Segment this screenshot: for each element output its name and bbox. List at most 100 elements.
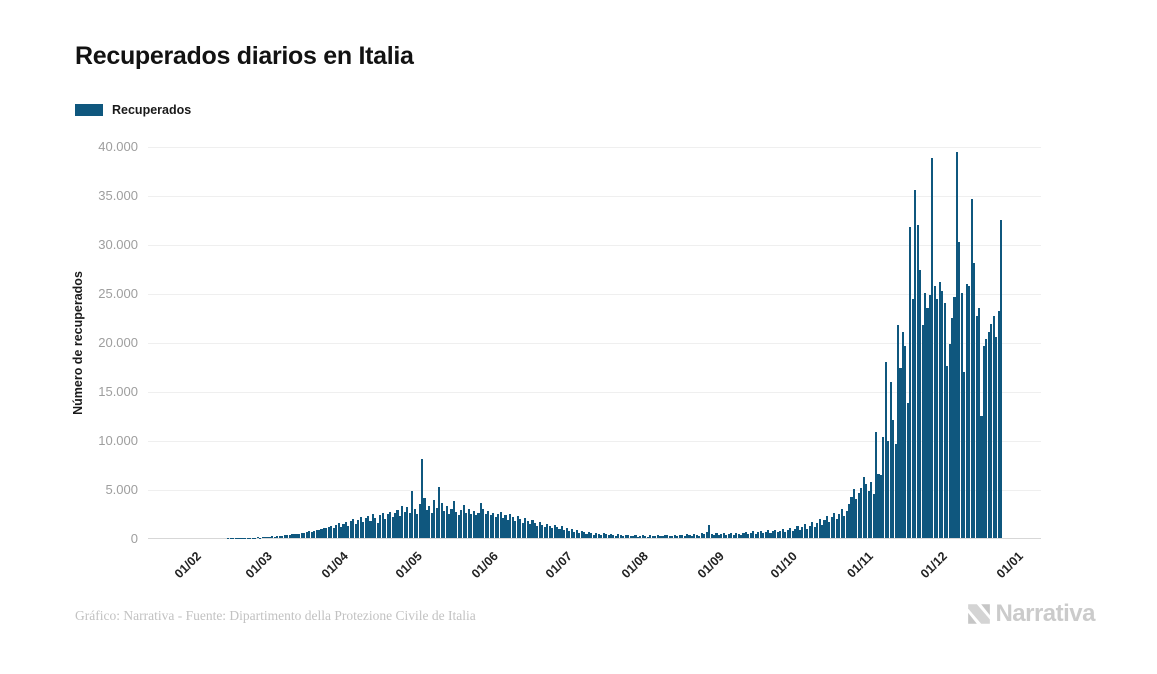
bar — [386, 514, 389, 538]
bar — [308, 531, 311, 538]
bar — [273, 536, 276, 538]
bar — [965, 284, 968, 538]
bar — [943, 302, 946, 538]
bar — [283, 535, 286, 538]
gridline — [148, 147, 1041, 148]
bar — [585, 534, 588, 538]
bar — [354, 524, 357, 538]
bar — [553, 525, 556, 538]
bar — [924, 293, 927, 538]
bar — [938, 282, 941, 538]
bar — [784, 532, 787, 538]
y-tick-label: 5.000 — [105, 482, 138, 497]
bar — [818, 519, 821, 538]
bar — [524, 518, 527, 538]
bar — [538, 522, 541, 538]
bar — [531, 520, 534, 538]
bar — [342, 524, 345, 538]
bar — [295, 534, 298, 538]
bar — [371, 513, 375, 538]
bar — [720, 534, 723, 538]
bar — [423, 497, 426, 538]
bar — [973, 262, 976, 538]
bar — [452, 500, 455, 538]
bar — [349, 521, 352, 538]
x-tick-label: 01/08 — [618, 549, 651, 582]
bar — [482, 508, 485, 538]
bar — [840, 508, 843, 538]
bar — [887, 440, 890, 538]
bar — [843, 516, 846, 538]
bar — [936, 298, 939, 538]
bar — [683, 536, 686, 538]
bar — [744, 532, 747, 538]
bar — [641, 534, 644, 538]
bar — [830, 517, 833, 538]
bar — [602, 533, 605, 538]
bar — [445, 505, 448, 538]
bar — [847, 503, 851, 538]
bar — [865, 484, 868, 538]
bar — [766, 530, 770, 538]
y-tick-label: 0 — [130, 531, 138, 546]
bar — [928, 294, 932, 538]
bar — [835, 519, 838, 538]
bar — [614, 535, 617, 538]
bar — [543, 527, 546, 538]
bar — [793, 529, 797, 538]
bar — [367, 516, 370, 538]
bar — [678, 534, 681, 538]
bar — [462, 504, 465, 538]
bar — [867, 490, 870, 538]
bar — [592, 534, 595, 538]
bar — [747, 534, 750, 538]
bar — [570, 529, 573, 538]
gridline — [148, 196, 1041, 197]
bar — [730, 533, 733, 538]
bar — [526, 521, 529, 538]
bar — [901, 332, 905, 538]
bar — [776, 532, 779, 538]
bar — [612, 534, 615, 538]
bar — [379, 515, 382, 538]
bar — [627, 535, 630, 538]
x-axis-line — [148, 538, 1041, 539]
bar — [926, 307, 929, 538]
bar — [884, 361, 887, 538]
bar — [673, 535, 676, 538]
gridline — [148, 343, 1041, 344]
bar — [514, 521, 517, 538]
bar — [435, 507, 438, 538]
bar — [1000, 220, 1003, 538]
bar — [465, 512, 468, 538]
bar — [681, 535, 684, 538]
bar — [413, 508, 416, 538]
bar — [855, 498, 858, 538]
bar — [752, 531, 755, 538]
bar — [946, 365, 949, 538]
bar — [580, 531, 583, 538]
bar — [266, 537, 269, 538]
bar — [298, 533, 301, 538]
bar — [698, 535, 701, 538]
bar — [555, 527, 559, 538]
bar — [909, 227, 912, 538]
bar — [955, 151, 959, 538]
bar — [789, 528, 792, 538]
bar — [916, 225, 919, 538]
bar — [749, 532, 752, 538]
bar — [408, 512, 411, 538]
bar — [774, 529, 777, 538]
bar — [960, 293, 963, 538]
bar — [501, 518, 505, 538]
bar — [705, 532, 708, 538]
bar — [995, 337, 998, 538]
bar — [820, 525, 824, 538]
bar — [389, 511, 392, 538]
bar — [511, 517, 514, 538]
bar — [455, 511, 458, 538]
bar — [919, 270, 922, 538]
bar — [519, 519, 522, 538]
bar — [281, 535, 284, 538]
bar — [722, 532, 725, 538]
